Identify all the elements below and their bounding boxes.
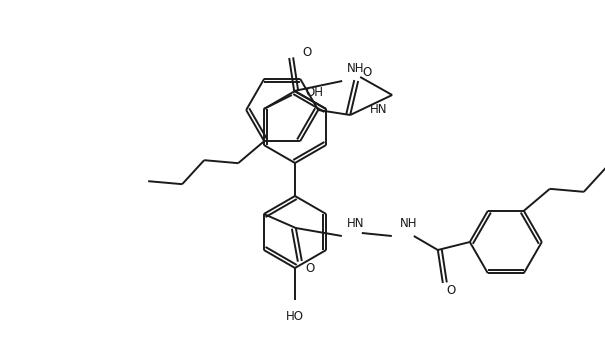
Text: OH: OH [306,85,324,98]
Text: O: O [447,285,456,298]
Text: O: O [302,46,312,59]
Text: NH: NH [400,217,417,230]
Text: NH: NH [347,62,365,75]
Text: HO: HO [286,310,304,323]
Text: O: O [362,67,371,80]
Text: O: O [306,262,315,275]
Text: HN: HN [370,103,387,116]
Text: HN: HN [347,217,364,230]
